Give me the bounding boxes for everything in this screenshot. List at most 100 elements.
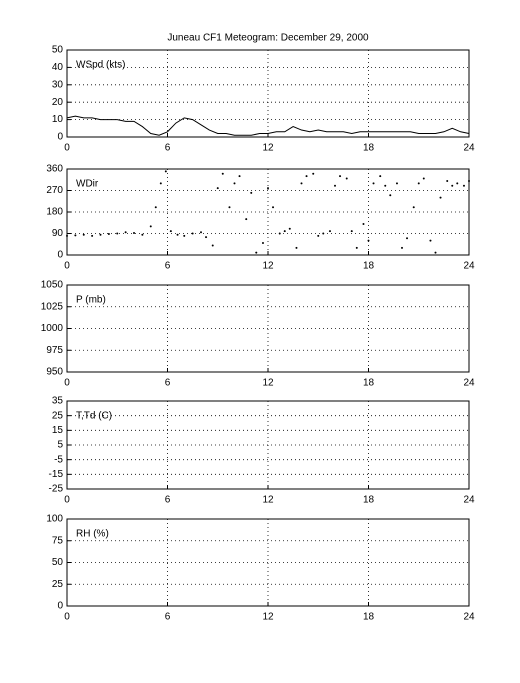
x-tick-label: 24 <box>463 612 475 623</box>
data-point <box>183 234 186 237</box>
x-tick-label: 18 <box>363 378 375 389</box>
plot-frame <box>66 284 470 373</box>
data-point <box>245 218 248 221</box>
data-point <box>345 177 348 180</box>
y-tick-label: 40 <box>52 62 64 73</box>
panel-label: RH (%) <box>76 529 109 540</box>
x-tick-label: 0 <box>64 495 70 506</box>
x-tick-label: 18 <box>363 612 375 623</box>
data-point <box>221 172 224 175</box>
panel-label: WSpd (kts) <box>76 60 125 71</box>
data-point <box>401 246 403 249</box>
data-point <box>238 175 241 178</box>
data-point <box>154 206 157 209</box>
data-point <box>211 244 214 247</box>
plot-frame <box>66 168 470 256</box>
x-tick-label: 18 <box>363 143 375 154</box>
y-tick-label: 270 <box>46 185 63 196</box>
y-tick-label: 50 <box>52 45 64 56</box>
data-point <box>176 233 179 236</box>
y-tick-label: 0 <box>57 250 63 261</box>
data-point <box>434 251 437 254</box>
data-point <box>462 184 465 187</box>
y-tick-label: 30 <box>52 79 64 90</box>
x-tick-label: 24 <box>463 378 475 389</box>
data-point <box>446 179 449 182</box>
x-tick-label: 6 <box>165 378 171 389</box>
data-point <box>412 206 415 209</box>
data-point <box>350 230 353 233</box>
data-point <box>362 222 365 225</box>
data-point <box>367 239 370 242</box>
y-tick-label: 25 <box>52 579 64 590</box>
data-point <box>328 230 331 233</box>
data-point <box>216 187 219 190</box>
data-point <box>322 232 325 235</box>
chart-title: Juneau CF1 Meteogram: December 29, 2000 <box>167 33 369 44</box>
y-tick-label: 15 <box>52 425 64 436</box>
data-point <box>334 184 336 187</box>
y-tick-label: 90 <box>52 228 64 239</box>
data-point <box>82 233 85 236</box>
data-point <box>429 239 432 242</box>
data-point <box>124 231 127 234</box>
data-point <box>417 182 420 185</box>
y-tick-label: -15 <box>49 469 64 480</box>
data-point <box>395 182 398 185</box>
y-tick-label: 975 <box>46 345 63 356</box>
data-point <box>451 184 454 187</box>
data-point <box>379 175 382 178</box>
y-tick-label: 100 <box>46 514 63 525</box>
x-tick-label: 6 <box>165 261 171 272</box>
data-point <box>169 230 172 233</box>
x-tick-label: 12 <box>262 495 274 506</box>
x-tick-label: 6 <box>165 612 171 623</box>
x-tick-label: 18 <box>363 261 375 272</box>
data-point <box>468 179 470 182</box>
data-point <box>305 175 308 178</box>
x-tick-label: 0 <box>64 612 70 623</box>
data-point <box>288 227 291 230</box>
y-tick-label: 10 <box>52 114 64 125</box>
data-point <box>339 175 342 178</box>
x-tick-label: 6 <box>165 495 171 506</box>
x-tick-label: 24 <box>463 143 475 154</box>
y-tick-label: 75 <box>52 535 64 546</box>
data-point <box>406 237 409 240</box>
y-tick-label: 0 <box>57 601 63 612</box>
x-tick-label: 12 <box>262 261 274 272</box>
data-point <box>159 182 162 185</box>
plot-frame <box>66 518 470 607</box>
data-point <box>133 232 135 235</box>
panel-label: T,Td (C) <box>76 411 112 422</box>
data-point <box>456 182 459 185</box>
data-point <box>267 187 269 190</box>
data-point <box>317 234 320 237</box>
y-tick-label: -25 <box>49 484 64 495</box>
y-tick-label: 25 <box>52 410 64 421</box>
data-point <box>250 191 253 194</box>
y-tick-label: 1025 <box>41 301 64 312</box>
x-tick-label: 12 <box>262 378 274 389</box>
x-tick-label: 24 <box>463 261 475 272</box>
x-tick-label: 18 <box>363 495 375 506</box>
data-line <box>66 115 470 136</box>
data-point <box>272 206 275 209</box>
data-point <box>66 234 68 237</box>
data-point <box>389 194 392 197</box>
x-tick-label: 6 <box>165 143 171 154</box>
x-tick-label: 0 <box>64 261 70 272</box>
data-point <box>233 182 236 185</box>
plot-frame <box>66 400 470 490</box>
y-tick-label: 360 <box>46 164 63 175</box>
data-point <box>439 196 442 199</box>
data-point <box>261 242 264 245</box>
y-tick-label: 50 <box>52 557 64 568</box>
y-tick-label: 1050 <box>41 280 64 291</box>
panel-label: WDir <box>76 179 99 190</box>
data-point <box>300 182 303 185</box>
y-tick-label: 0 <box>57 132 63 143</box>
panel-label: P (mb) <box>76 295 106 306</box>
data-point <box>141 233 144 236</box>
